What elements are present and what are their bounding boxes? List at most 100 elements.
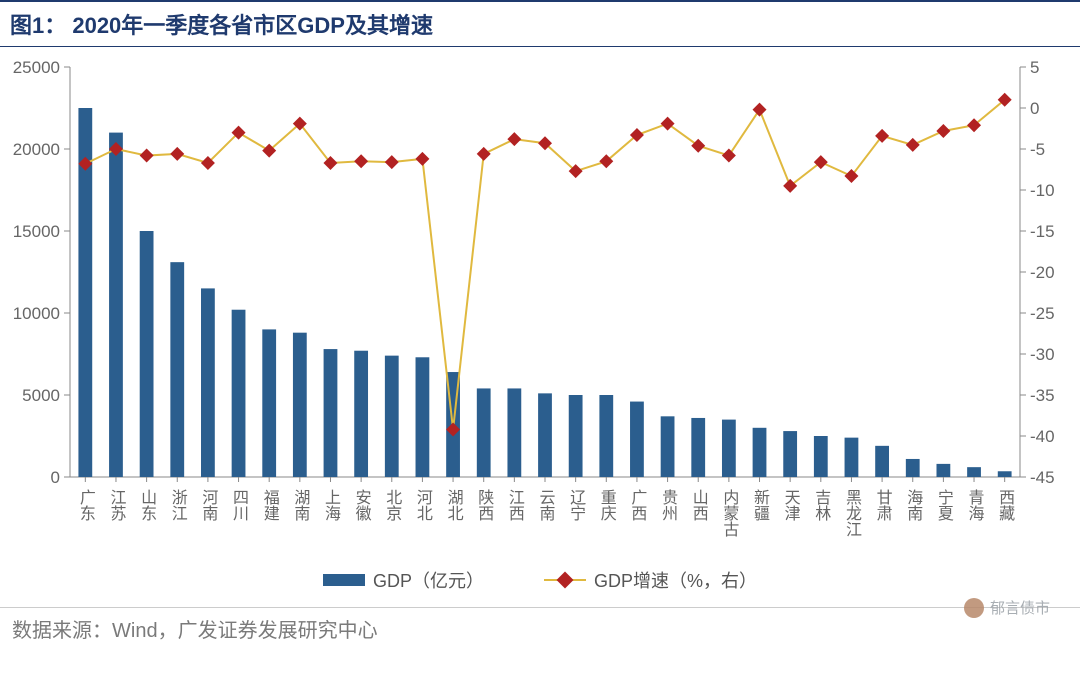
- data-source-label: 数据来源：Wind，广发证券发展研究中心: [0, 607, 1080, 643]
- bar: [630, 402, 644, 477]
- category-label: 陕西: [475, 489, 494, 521]
- category-label: 青海: [966, 489, 985, 521]
- bar: [722, 420, 736, 477]
- category-label: 山东: [138, 489, 156, 521]
- svg-text:-45: -45: [1030, 468, 1055, 487]
- bar: [906, 459, 920, 477]
- bar: [753, 428, 767, 477]
- bar: [385, 356, 399, 477]
- growth-marker: [354, 154, 368, 168]
- category-label: 甘肃: [874, 489, 893, 521]
- gdp-chart-svg: 0 5000 10000 15000 20000 25000 -45 -40 -35 -30 -25…: [0, 47, 1080, 607]
- legend-label-line: GDP增速（%，右）: [594, 567, 757, 593]
- category-label: 浙江: [169, 489, 188, 521]
- category-label: 湖南: [291, 489, 310, 521]
- svg-text:20000: 20000: [13, 140, 60, 159]
- category-label: 湖北: [445, 489, 464, 521]
- category-label: 福建: [261, 489, 280, 521]
- bar: [936, 464, 950, 477]
- chart-area: 0 5000 10000 15000 20000 25000 -45 -40 -35 -30 -25…: [0, 47, 1080, 607]
- category-label: 云南: [537, 489, 556, 521]
- category-label: 江西: [506, 489, 525, 521]
- growth-marker: [661, 117, 675, 131]
- category-label: 上海: [322, 489, 341, 521]
- bar: [845, 438, 859, 477]
- svg-text:5000: 5000: [22, 386, 60, 405]
- category-label: 西藏: [996, 489, 1015, 522]
- category-label: 四川: [230, 489, 249, 521]
- category-label: 广东: [77, 489, 96, 521]
- bar: [967, 467, 981, 477]
- category-label: 广西: [628, 489, 647, 521]
- svg-text:0: 0: [1030, 99, 1039, 118]
- svg-text:25000: 25000: [13, 58, 60, 77]
- svg-text:-35: -35: [1030, 386, 1055, 405]
- svg-text:10000: 10000: [13, 304, 60, 323]
- svg-text:-10: -10: [1030, 181, 1055, 200]
- svg-text:-25: -25: [1030, 304, 1055, 323]
- svg-text:-40: -40: [1030, 427, 1055, 446]
- growth-marker: [385, 155, 399, 169]
- category-label: 天津: [782, 489, 801, 521]
- category-label: 宁夏: [935, 489, 954, 521]
- bar: [507, 388, 521, 477]
- category-label: 北京: [383, 489, 402, 522]
- legend: GDP（亿元） GDP增速（%，右）: [0, 567, 1080, 593]
- category-label: 安徽: [353, 489, 372, 521]
- category-label: 黑龙江: [843, 489, 862, 537]
- legend-item-bar: GDP（亿元）: [323, 567, 484, 593]
- growth-marker: [477, 147, 491, 161]
- category-label: 江苏: [107, 489, 126, 522]
- svg-text:5: 5: [1030, 58, 1039, 77]
- bar: [783, 431, 797, 477]
- bar: [201, 288, 215, 477]
- growth-marker: [936, 124, 950, 138]
- legend-label-bar: GDP（亿元）: [373, 567, 484, 593]
- category-label: 河南: [199, 489, 218, 521]
- legend-swatch-bar: [323, 574, 365, 586]
- growth-marker: [691, 139, 705, 153]
- watermark: 郁言债市: [964, 597, 1050, 618]
- category-label: 重庆: [598, 489, 617, 521]
- growth-marker: [140, 149, 154, 163]
- bar: [814, 436, 828, 477]
- growth-marker: [170, 147, 184, 161]
- growth-marker: [722, 149, 736, 163]
- svg-text:0: 0: [51, 468, 60, 487]
- bar: [170, 262, 184, 477]
- category-label: 内蒙古: [720, 489, 739, 537]
- growth-marker: [415, 152, 429, 166]
- category-label: 辽宁: [567, 489, 586, 521]
- chart-title: 图1： 2020年一季度各省市区GDP及其增速: [0, 0, 1080, 47]
- bar: [477, 388, 491, 477]
- bar: [599, 395, 613, 477]
- svg-text:15000: 15000: [13, 222, 60, 241]
- bar: [324, 349, 338, 477]
- bar: [140, 231, 154, 477]
- category-label: 吉林: [812, 489, 831, 521]
- category-label: 贵州: [659, 489, 678, 521]
- growth-marker: [753, 103, 767, 117]
- watermark-icon: [964, 598, 984, 618]
- bar: [569, 395, 583, 477]
- svg-text:-5: -5: [1030, 140, 1045, 159]
- bar: [875, 446, 889, 477]
- growth-marker: [507, 132, 521, 146]
- svg-text:-15: -15: [1030, 222, 1055, 241]
- bar: [232, 310, 246, 477]
- bar: [691, 418, 705, 477]
- legend-item-line: GDP增速（%，右）: [544, 567, 757, 593]
- growth-marker: [906, 138, 920, 152]
- bar: [109, 133, 123, 477]
- svg-text:-20: -20: [1030, 263, 1055, 282]
- bar: [416, 357, 430, 477]
- legend-swatch-line: [544, 571, 586, 589]
- svg-text:-30: -30: [1030, 345, 1055, 364]
- watermark-text: 郁言债市: [990, 597, 1050, 618]
- category-label: 海南: [904, 489, 923, 521]
- bar: [538, 393, 552, 477]
- bar: [998, 471, 1012, 477]
- category-label: 河北: [414, 489, 433, 521]
- bar: [354, 351, 368, 477]
- category-label: 新疆: [751, 489, 770, 521]
